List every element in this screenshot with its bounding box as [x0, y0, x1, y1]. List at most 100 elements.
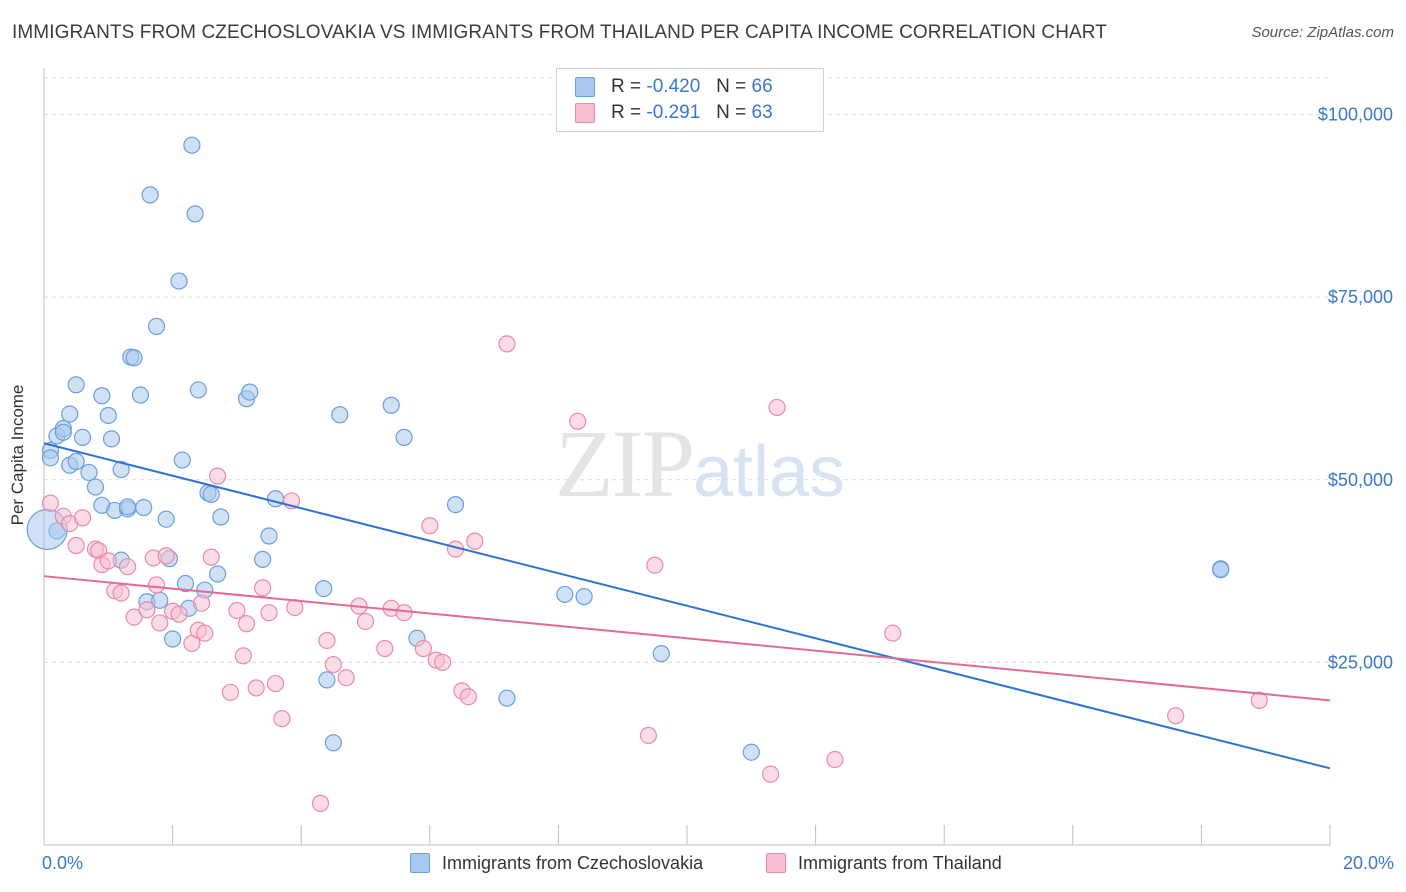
point-czechoslovakia	[147, 317, 166, 335]
point-czechoslovakia	[446, 495, 465, 514]
x-tick-max: 20.0%	[1342, 853, 1394, 873]
point-czechoslovakia	[141, 186, 159, 204]
point-thailand	[646, 556, 664, 574]
point-czechoslovakia	[498, 689, 516, 707]
point-thailand	[112, 584, 130, 602]
point-czechoslovakia	[164, 630, 182, 648]
point-thailand	[498, 335, 516, 353]
point-czechoslovakia	[112, 460, 130, 479]
point-thailand	[266, 674, 285, 693]
point-thailand	[466, 532, 484, 550]
point-thailand	[192, 594, 211, 612]
point-thailand	[1167, 707, 1185, 725]
series-swatch-thailand	[766, 853, 786, 873]
point-thailand	[247, 679, 265, 697]
point-czechoslovakia	[382, 396, 400, 414]
trend-line-czechoslovakia	[43, 442, 1331, 770]
point-czechoslovakia	[73, 428, 92, 446]
point-thailand	[421, 517, 439, 535]
point-thailand	[41, 494, 60, 512]
point-czechoslovakia	[395, 428, 413, 446]
point-czechoslovakia	[157, 510, 175, 528]
point-thailand	[228, 601, 246, 620]
point-thailand	[147, 576, 166, 594]
point-czechoslovakia	[315, 580, 333, 598]
point-czechoslovakia	[118, 498, 137, 516]
legend-n-value: 66	[751, 76, 773, 97]
point-thailand	[569, 412, 587, 430]
legend-r-label: R =	[611, 76, 642, 97]
point-thailand	[311, 794, 330, 812]
point-thailand	[237, 615, 256, 633]
point-czechoslovakia	[183, 136, 201, 154]
legend-r-value: -0.420	[646, 76, 701, 97]
legend-r-label: R =	[611, 102, 642, 123]
point-thailand	[209, 467, 227, 485]
point-thailand	[286, 598, 304, 617]
point-czechoslovakia	[93, 387, 111, 405]
point-thailand	[324, 655, 342, 674]
point-czechoslovakia	[556, 585, 574, 604]
point-thailand	[118, 558, 137, 576]
point-thailand	[768, 398, 786, 417]
series-swatch-czechoslovakia	[410, 853, 430, 873]
point-czechoslovakia	[254, 550, 272, 568]
point-thailand	[260, 604, 278, 622]
point-thailand	[434, 653, 452, 671]
point-czechoslovakia	[176, 574, 195, 593]
series-name-thailand: Immigrants from Thailand	[798, 853, 1002, 873]
point-czechoslovakia	[652, 645, 670, 663]
point-czechoslovakia	[125, 349, 143, 367]
y-tick-label: $25,000	[1328, 652, 1393, 672]
point-czechoslovakia	[575, 588, 593, 606]
point-thailand	[414, 639, 432, 658]
series-legend-thailand: Immigrants from Thailand	[766, 853, 1002, 874]
point-czechoslovakia	[186, 205, 204, 223]
point-czechoslovakia	[241, 383, 259, 401]
point-thailand	[254, 579, 272, 597]
point-thailand	[459, 688, 477, 706]
point-thailand	[826, 750, 844, 769]
point-thailand	[376, 639, 394, 658]
correlation-legend: R = -0.420 N = 66 R = -0.291 N = 63	[556, 68, 824, 132]
point-thailand	[221, 683, 240, 701]
point-czechoslovakia	[41, 449, 60, 467]
point-thailand	[761, 765, 780, 783]
point-czechoslovakia	[260, 527, 278, 545]
point-thailand	[356, 612, 375, 631]
point-czechoslovakia	[742, 743, 760, 761]
point-thailand	[67, 536, 85, 555]
point-thailand	[170, 605, 188, 623]
watermark: ZIPatlas	[555, 408, 845, 519]
legend-n-value: 63	[751, 102, 773, 123]
point-czechoslovakia	[212, 508, 230, 526]
point-thailand	[273, 710, 291, 728]
point-czechoslovakia	[80, 463, 98, 482]
y-tick-label: $75,000	[1328, 287, 1393, 307]
point-czechoslovakia	[209, 565, 227, 583]
legend-swatch-thailand	[575, 103, 595, 123]
point-thailand	[99, 552, 117, 570]
point-thailand	[884, 624, 902, 642]
legend-r-value: -0.291	[646, 102, 701, 123]
point-czechoslovakia	[331, 406, 349, 424]
point-thailand	[337, 669, 355, 687]
point-thailand	[318, 631, 336, 650]
point-thailand	[1250, 691, 1268, 709]
chart-title: IMMIGRANTS FROM CZECHOSLOVAKIA VS IMMIGR…	[12, 22, 1107, 43]
source-label: Source: ZipAtlas.com	[1251, 24, 1394, 41]
point-czechoslovakia	[67, 452, 85, 471]
point-thailand	[234, 647, 252, 665]
point-czechoslovakia	[266, 490, 285, 508]
y-tick-label: $100,000	[1318, 105, 1393, 125]
point-czechoslovakia	[173, 451, 191, 469]
y-axis-label: Per Capita Income	[8, 384, 27, 526]
trend-line-thailand	[43, 575, 1331, 702]
x-tick-min: 0.0%	[42, 853, 84, 873]
legend-n-label: N =	[716, 76, 747, 97]
point-czechoslovakia	[135, 498, 153, 517]
point-thailand	[157, 547, 175, 565]
point-czechoslovakia	[318, 671, 336, 689]
point-czechoslovakia	[170, 272, 188, 290]
